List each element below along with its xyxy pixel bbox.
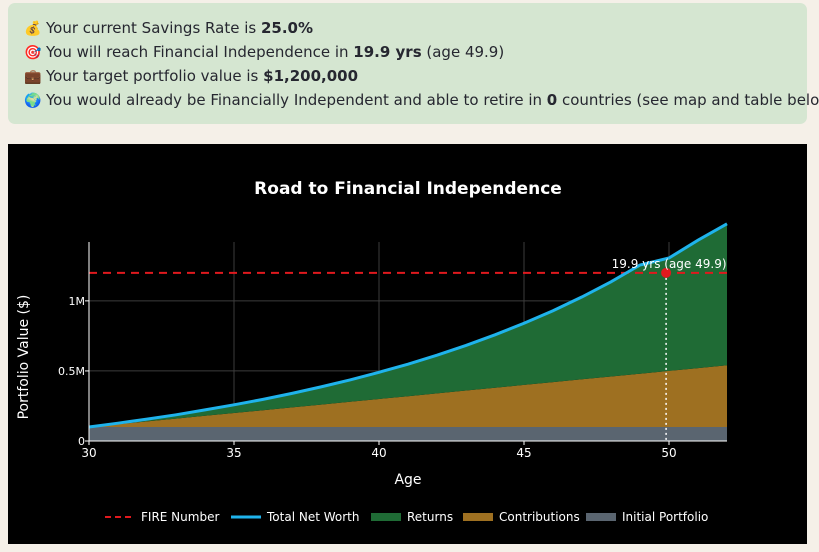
fi-summary-panel: 💰 Your current Savings Rate is 25.0% 🎯 You… [8,3,819,124]
legend-label: Initial Portfolio [622,510,708,524]
fi-chart-svg[interactable]: Road to Financial Independence 19.9 yrs … [8,144,807,544]
legend-label: Returns [407,510,453,524]
chart-title: Road to Financial Independence [254,179,562,199]
fi-marker-label: 19.9 yrs (age 49.9) [612,257,727,271]
x-tick-label: 30 [81,446,96,460]
x-tick-label: 45 [516,446,531,460]
countries-value: 0 [546,91,558,109]
y-tick-label: 0 [78,435,85,448]
x-tick-label: 35 [226,446,241,460]
legend-item-fire-number[interactable]: FIRE Number [105,510,219,524]
savings-rate-label: Your current Savings Rate is [46,19,261,37]
x-tick-label: 40 [371,446,386,460]
area-returns [89,223,727,427]
legend-item-total-net-worth[interactable]: Total Net Worth [231,510,359,524]
money-bag-icon: 💰 [24,21,42,37]
target-icon: 🎯 [24,45,42,61]
chart-lines[interactable]: 19.9 yrs (age 49.9) [88,222,728,441]
legend-item-contributions[interactable]: Contributions [463,510,580,524]
legend-label: Contributions [499,510,580,524]
x-axis-label: Age [394,472,421,488]
countries-line: 🌍 You would already be Financially Indepe… [24,89,819,113]
legend-swatch [463,513,493,521]
total-net-worth-line [88,222,728,429]
legend-label: Total Net Worth [266,510,359,524]
savings-rate-line: 💰 Your current Savings Rate is 25.0% [24,17,807,41]
chart-legend[interactable]: FIRE Number Total Net Worth Returns Contrib… [105,510,708,524]
fi-chart[interactable]: Road to Financial Independence 19.9 yrs … [8,144,807,544]
fi-time-label: You will reach Financial Independence in [46,43,354,61]
countries-suffix: countries (see map and table below) [557,91,819,109]
legend-swatch [586,513,616,521]
y-tick-label: 0.5M [58,365,85,378]
legend-item-initial-portfolio[interactable]: Initial Portfolio [586,510,708,524]
legend-swatch [371,513,401,521]
y-tick-label: 1M [69,295,86,308]
target-portfolio-value: $1,200,000 [263,67,359,85]
area-initial-portfolio [89,427,727,441]
briefcase-icon: 💼 [24,69,42,85]
savings-rate-value: 25.0% [260,19,313,37]
countries-label: You would already be Financially Indepen… [46,91,547,109]
fi-point-marker [661,267,672,278]
fi-time-value: 19.9 yrs [353,43,422,61]
legend-label: FIRE Number [141,510,219,524]
globe-icon: 🌍 [24,93,42,109]
target-portfolio-label: Your target portfolio value is [46,67,264,85]
chart-axes: 30 35 40 45 50 0 0.5M 1M [58,242,727,460]
x-tick-label: 50 [661,446,676,460]
fi-time-line: 🎯 You will reach Financial Independence i… [24,41,807,65]
area-contributions [89,365,727,427]
target-portfolio-line: 💼 Your target portfolio value is $1,200,0… [24,65,807,89]
legend-item-returns[interactable]: Returns [371,510,453,524]
chart-areas[interactable] [89,223,727,441]
y-axis-label: Portfolio Value ($) [16,295,32,420]
fi-age-text: (age 49.9) [421,43,505,61]
